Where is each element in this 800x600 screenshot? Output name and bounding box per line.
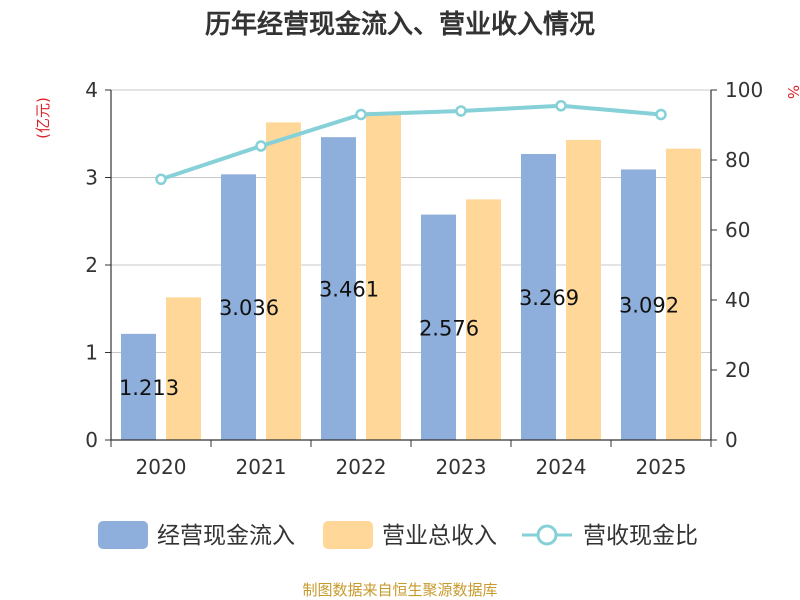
left-tick-label: 0 [85, 428, 98, 452]
right-tick-label: 100 [725, 78, 763, 102]
bar-revenue [566, 139, 601, 440]
x-tick-label: 2021 [236, 455, 287, 479]
bar-revenue [266, 122, 301, 440]
data-label-cash: 3.092 [619, 294, 679, 318]
data-label-cash: 3.036 [219, 296, 279, 320]
right-tick-label: 0 [725, 428, 738, 452]
x-tick-label: 2024 [536, 455, 587, 479]
x-tick-label: 2020 [136, 455, 187, 479]
right-tick-label: 40 [725, 288, 750, 312]
left-tick-label: 4 [85, 78, 98, 102]
data-labels: 1.213 3.036 3.461 2.576 3.269 3.092 [119, 278, 679, 400]
bar-cash [521, 153, 556, 440]
ratio-point [355, 108, 367, 121]
data-label-cash: 3.461 [319, 278, 379, 302]
ratio-point [255, 140, 267, 152]
legend-swatch-cash [98, 521, 148, 549]
source-note: 制图数据来自恒生聚源数据库 [302, 581, 497, 599]
axes [105, 89, 717, 447]
bars [121, 111, 701, 440]
ratio-point [455, 105, 467, 117]
right-axis-unit: % [784, 85, 800, 99]
chart-title: 历年经营现金流入、营业收入情况 [205, 9, 595, 40]
ratio-line [155, 100, 667, 185]
x-tick-label: 2023 [436, 455, 487, 479]
data-label-cash: 1.213 [119, 376, 179, 400]
legend-marker-ratio [536, 524, 558, 546]
bar-revenue [666, 148, 701, 440]
left-tick-label: 3 [85, 166, 98, 190]
left-tick-label: 1 [85, 341, 98, 365]
gridlines [111, 89, 711, 353]
legend-swatch-revenue [323, 521, 373, 549]
data-label-cash: 3.269 [519, 286, 579, 310]
bar-cash [621, 169, 656, 440]
bar-revenue [466, 199, 501, 440]
bar-cash [221, 174, 256, 440]
ratio-line-path [160, 103, 662, 182]
bar-revenue [366, 111, 401, 440]
legend-label-cash: 经营现金流入 [157, 523, 295, 549]
x-tick-label: 2022 [336, 455, 387, 479]
legend-label-revenue: 营业总收入 [382, 523, 497, 549]
right-tick-label: 60 [725, 218, 750, 242]
data-label-cash: 2.576 [419, 316, 479, 340]
ratio-point [655, 108, 667, 121]
ratio-point [155, 173, 167, 185]
right-tick-label: 20 [725, 358, 750, 382]
x-tick-label: 2025 [636, 455, 687, 479]
legend-label-ratio: 营收现金比 [583, 523, 698, 549]
bar-cash [121, 333, 156, 440]
left-tick-label: 2 [85, 253, 98, 277]
bar-cash [421, 214, 456, 440]
right-tick-label: 80 [725, 148, 750, 172]
bar-cash [321, 137, 356, 440]
ratio-point [555, 100, 567, 112]
left-axis-unit: (亿元) [34, 97, 52, 139]
legend: 经营现金流入 营业总收入 营收现金比 [98, 521, 698, 549]
bar-revenue [166, 297, 201, 440]
